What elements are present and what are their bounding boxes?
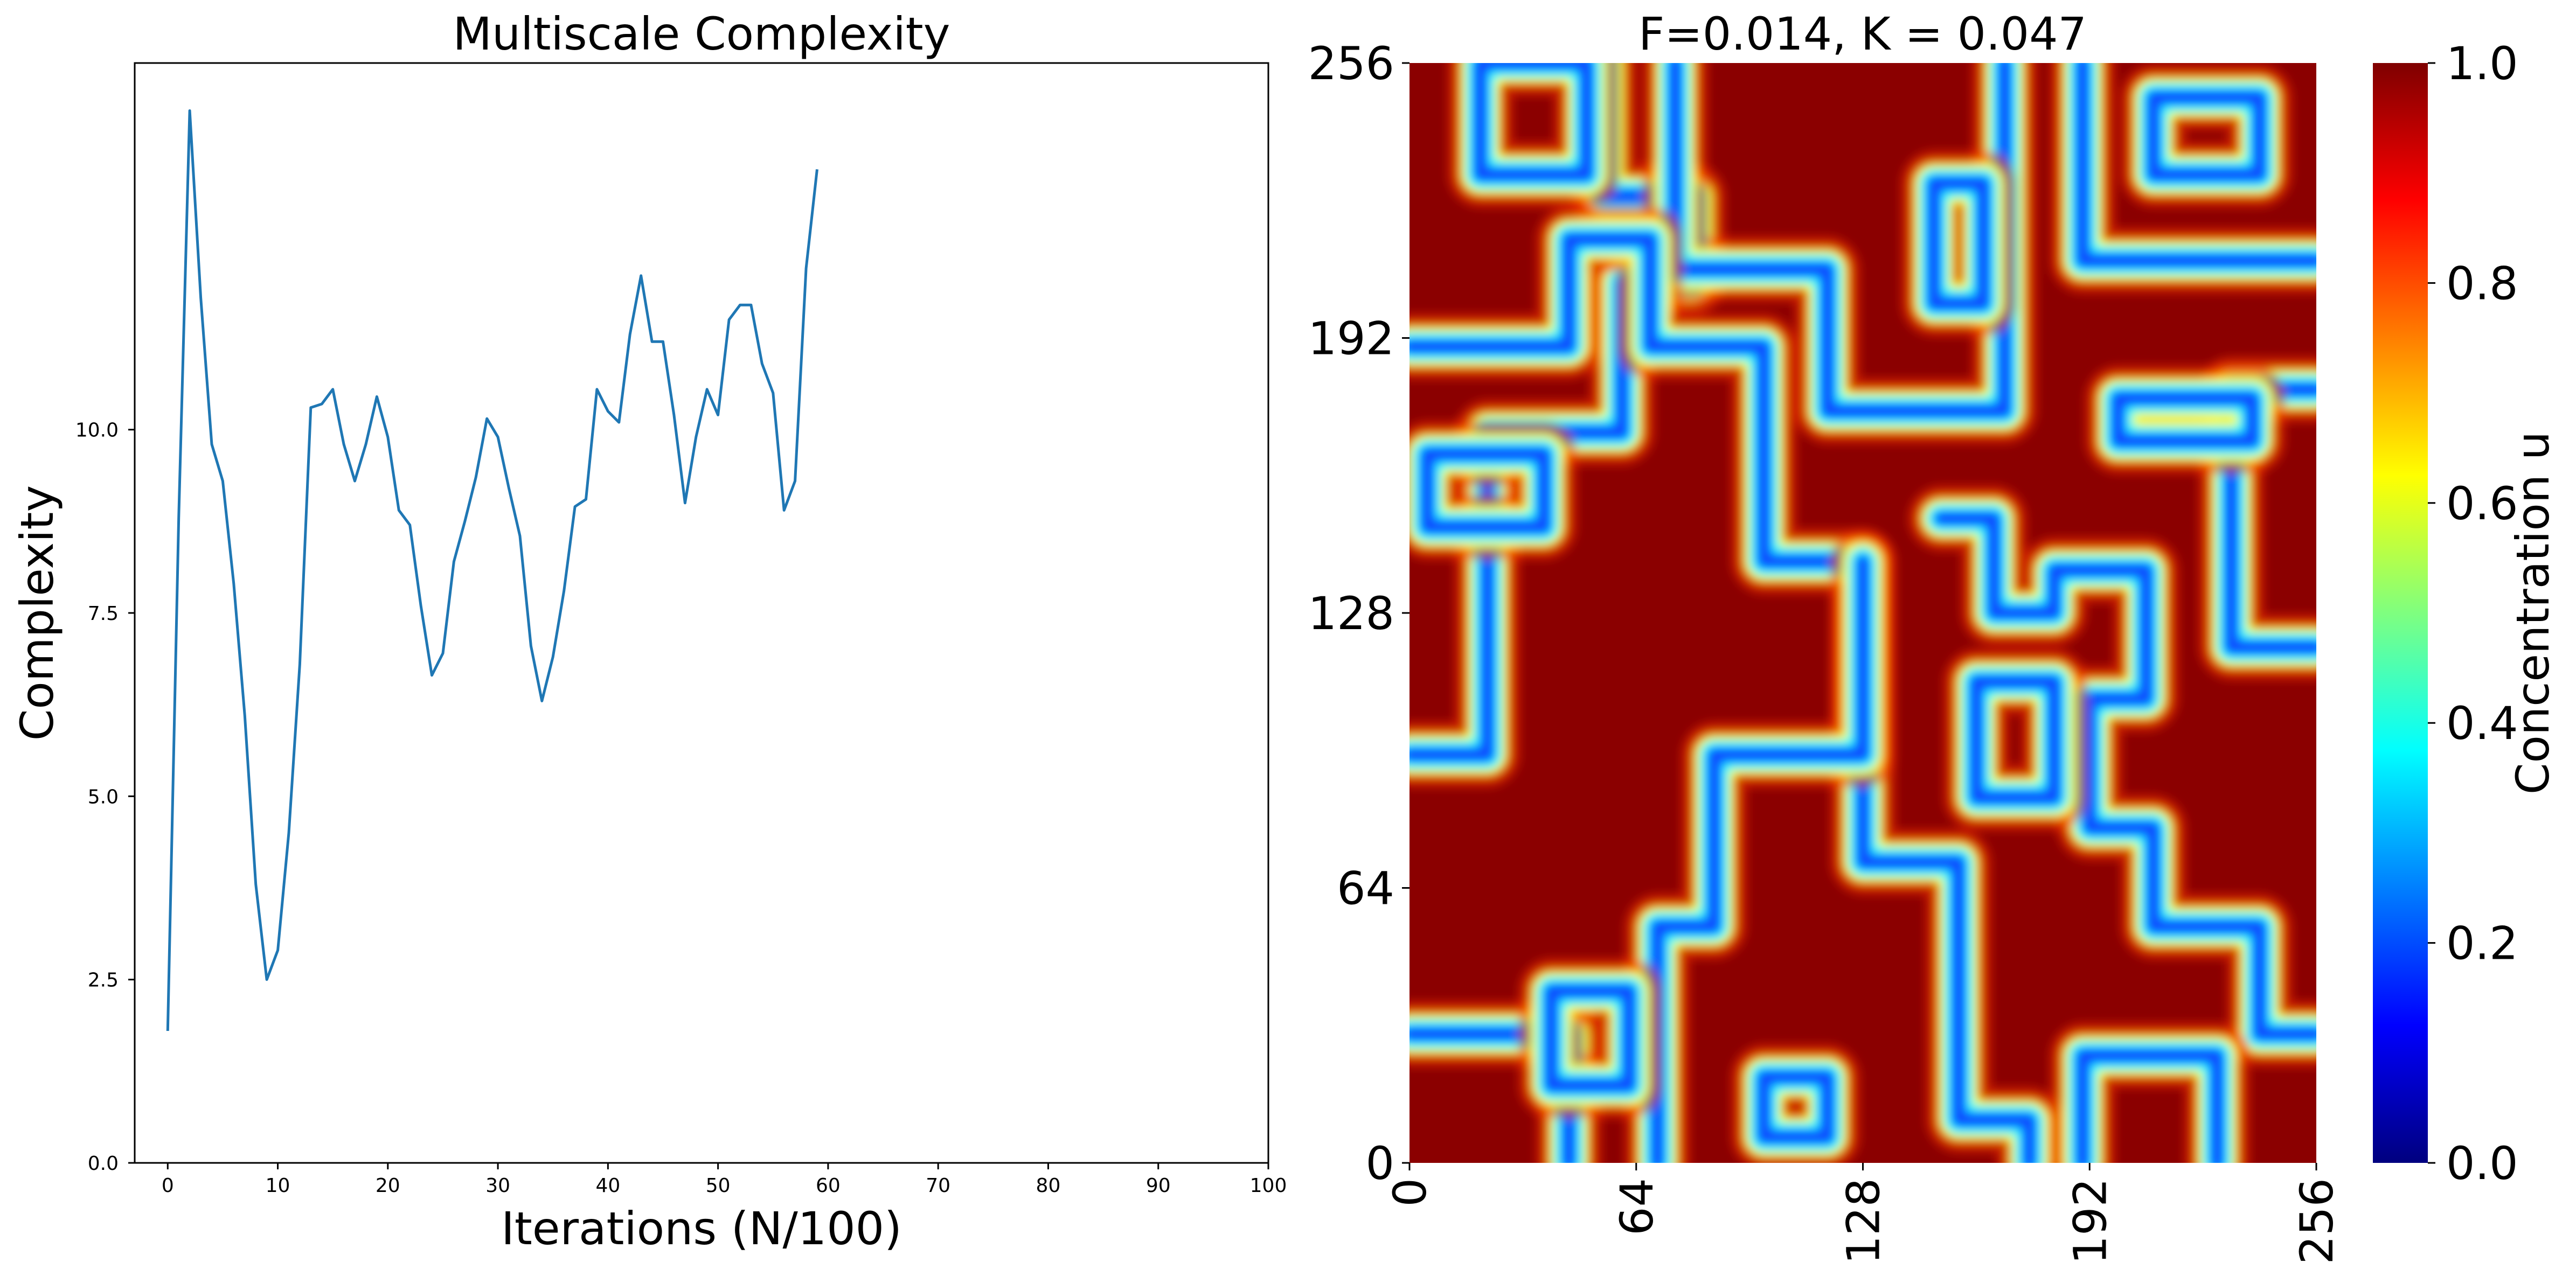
heatmap-y-tick-label: 0 — [1366, 1137, 1394, 1190]
concentration-heatmap: F=0.014, K = 0.047 0 64 128 192 256 0 64 128 19… — [1308, 8, 2343, 1264]
heatmap-pattern-stroke — [1926, 175, 1991, 312]
heatmap-x-tick-label: 192 — [2064, 1178, 2116, 1264]
heatmap-patterns — [1409, 63, 2316, 1163]
colorbar-ticks: 0.0 0.2 0.4 0.6 0.8 1.0 — [2428, 37, 2518, 1190]
line-x-tick-label: 50 — [706, 1175, 731, 1197]
line-chart-plot-area — [134, 62, 1269, 1164]
heatmap-pattern-stroke — [1755, 1069, 1836, 1146]
line-x-tick-label: 70 — [926, 1175, 950, 1197]
line-y-tick-label: 5.0 — [88, 786, 119, 808]
heatmap-y-ticks: 0 64 128 192 256 — [1308, 37, 1409, 1190]
line-y-tick-label: 7.5 — [88, 603, 119, 625]
heatmap-x-tick-label: 64 — [1610, 1178, 1663, 1236]
line-x-tick-label: 90 — [1146, 1175, 1171, 1197]
line-x-tick-label: 80 — [1036, 1175, 1061, 1197]
line-x-tick-label: 30 — [485, 1175, 510, 1197]
line-x-tick-label: 100 — [1250, 1175, 1287, 1197]
line-chart-y-axis-label: Complexity — [11, 485, 64, 741]
heatmap-pattern-stroke — [1968, 673, 2063, 806]
heatmap-pattern-stroke — [1543, 982, 1637, 1094]
heatmap-y-tick-label: 256 — [1308, 37, 1394, 90]
line-x-tick-label: 40 — [595, 1175, 620, 1197]
colorbar-label: Concentration u — [2506, 431, 2559, 794]
heatmap-x-tick-label: 0 — [1384, 1178, 1436, 1207]
line-chart-x-axis-label: Iterations (N/100) — [501, 1202, 902, 1255]
colorbar-tick-label: 0.4 — [2446, 697, 2518, 750]
line-y-tick-label: 2.5 — [88, 970, 119, 992]
line-x-tick-label: 60 — [816, 1175, 841, 1197]
colorbar-tick-label: 1.0 — [2446, 37, 2518, 90]
line-x-tick-label: 20 — [376, 1175, 400, 1197]
heatmap-x-ticks: 0 64 128 192 256 — [1384, 1163, 2343, 1264]
heatmap-pattern-stroke — [1419, 445, 1552, 535]
heatmap-pattern-stroke — [2074, 63, 2316, 269]
colorbar-tick-label: 0.8 — [2446, 257, 2518, 310]
line-y-tick-label: 0.0 — [88, 1153, 119, 1175]
heatmap-x-tick-label: 256 — [2290, 1178, 2343, 1264]
colorbar: 0.0 0.2 0.4 0.6 0.8 1.0 Concentration u — [2373, 37, 2559, 1190]
line-x-tick-label: 0 — [162, 1175, 174, 1197]
heatmap-pattern-stroke — [2145, 89, 2268, 183]
heatmap-pattern-stroke — [1649, 553, 1871, 1163]
heatmap-y-tick-label: 192 — [1308, 312, 1394, 365]
colorbar-gradient — [2373, 63, 2428, 1163]
heatmap-y-tick-label: 64 — [1337, 862, 1394, 915]
line-chart-x-ticks: 0 10 20 30 40 50 60 70 80 90 100 — [162, 1163, 1287, 1197]
heatmap-pattern-stroke — [1472, 63, 1595, 183]
line-x-tick-label: 10 — [266, 1175, 290, 1197]
complexity-line-chart: Multiscale Complexity 0 10 20 30 40 50 60 70 80 9… — [11, 8, 1287, 1255]
heatmap-title: F=0.014, K = 0.047 — [1638, 8, 2087, 60]
heatmap-pattern-stroke — [1409, 231, 2038, 1163]
heatmap-x-tick-label: 128 — [1837, 1178, 1890, 1264]
line-chart-y-ticks: 0.0 2.5 5.0 7.5 10.0 — [75, 420, 135, 1175]
colorbar-tick-label: 0.0 — [2446, 1137, 2518, 1190]
heatmap-pattern-stroke — [2074, 1047, 2225, 1163]
line-chart-title: Multiscale Complexity — [453, 8, 950, 60]
line-series-complexity — [166, 109, 818, 1031]
colorbar-tick-label: 0.2 — [2446, 917, 2518, 970]
heatmap-pattern-stroke — [2109, 390, 2261, 449]
colorbar-tick-label: 0.6 — [2446, 477, 2518, 530]
line-y-tick-label: 10.0 — [75, 420, 119, 442]
heatmap-pattern-stroke — [1933, 510, 2316, 1042]
heatmap-y-tick-label: 128 — [1308, 587, 1394, 640]
